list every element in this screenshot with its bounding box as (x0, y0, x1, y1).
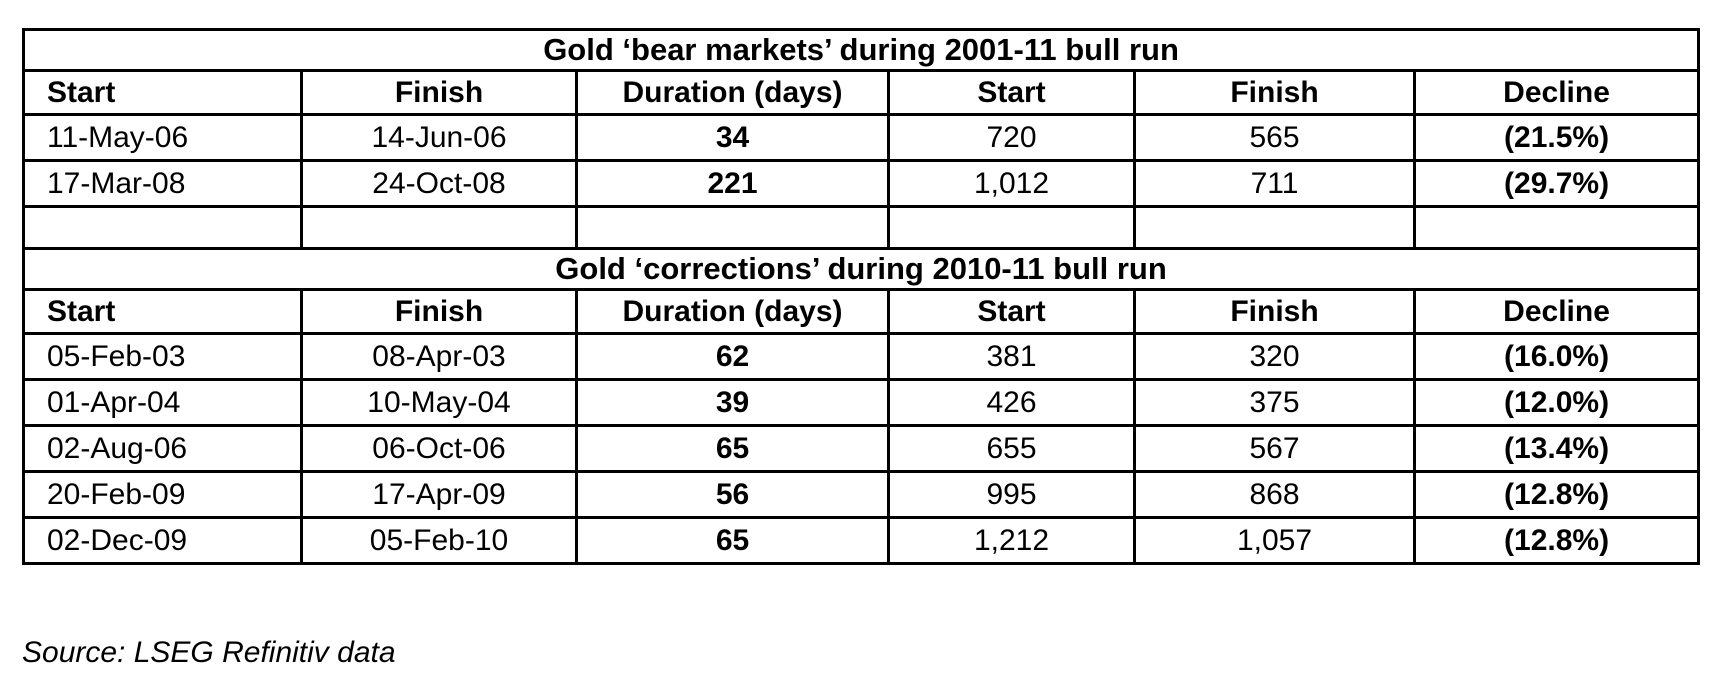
header-start-price: Start (887, 69, 1136, 116)
header-start-date: Start (22, 69, 303, 116)
cell-start-price: 1,012 (887, 159, 1136, 208)
table-row: 11-May-06 14-Jun-06 34 720 565 (21.5%) (22, 113, 1701, 162)
header-start-date: Start (22, 288, 303, 335)
cell-decline: (12.8%) (1412, 470, 1701, 519)
cell-finish-date: 10-May-04 (300, 378, 578, 427)
cell-finish-price: 320 (1133, 332, 1416, 381)
cell-start-price: 720 (887, 113, 1136, 162)
cell-finish-price: 567 (1133, 424, 1416, 473)
cell-decline: (12.0%) (1412, 378, 1701, 427)
header-finish-price: Finish (1133, 69, 1416, 116)
cell-finish-date: 24-Oct-08 (300, 159, 578, 208)
cell-duration: 39 (575, 378, 890, 427)
cell-finish-price: 375 (1133, 378, 1416, 427)
cell-start-price: 995 (887, 470, 1136, 519)
cell-decline: (13.4%) (1412, 424, 1701, 473)
table-row: Start Finish Duration (days) Start Finis… (22, 69, 1701, 116)
cell-start-price: 1,212 (887, 516, 1136, 565)
cell-start-price: 381 (887, 332, 1136, 381)
empty-cell (575, 205, 890, 250)
header-decline: Decline (1412, 69, 1701, 116)
gold-markets-table: Gold ‘bear markets’ during 2001-11 bull … (21, 28, 1701, 565)
table-row: 17-Mar-08 24-Oct-08 221 1,012 711 (29.7%… (22, 159, 1701, 208)
cell-finish-date: 08-Apr-03 (300, 332, 578, 381)
cell-decline: (16.0%) (1412, 332, 1701, 381)
cell-start-date: 02-Dec-09 (22, 516, 303, 565)
cell-start-price: 426 (887, 378, 1136, 427)
table-row: 20-Feb-09 17-Apr-09 56 995 868 (12.8%) (22, 470, 1701, 519)
cell-finish-date: 05-Feb-10 (300, 516, 578, 565)
cell-start-date: 05-Feb-03 (22, 332, 303, 381)
cell-finish-price: 1,057 (1133, 516, 1416, 565)
source-note: Source: LSEG Refinitiv data (22, 636, 396, 669)
table-row: 02-Dec-09 05-Feb-10 65 1,212 1,057 (12.8… (22, 516, 1701, 565)
cell-duration: 65 (575, 424, 890, 473)
cell-decline: (29.7%) (1412, 159, 1701, 208)
cell-start-date: 20-Feb-09 (22, 470, 303, 519)
cell-start-date: 02-Aug-06 (22, 424, 303, 473)
cell-decline: (12.8%) (1412, 516, 1701, 565)
header-finish-date: Finish (300, 288, 578, 335)
header-duration: Duration (days) (575, 288, 890, 335)
corrections-title: Gold ‘corrections’ during 2010-11 bull r… (21, 247, 1701, 291)
cell-finish-date: 14-Jun-06 (300, 113, 578, 162)
cell-duration: 65 (575, 516, 890, 565)
cell-finish-price: 711 (1133, 159, 1416, 208)
cell-start-price: 655 (887, 424, 1136, 473)
table-row: 05-Feb-03 08-Apr-03 62 381 320 (16.0%) (22, 332, 1701, 381)
header-finish-price: Finish (1133, 288, 1416, 335)
table-row: Gold ‘bear markets’ during 2001-11 bull … (21, 28, 1701, 72)
cell-start-date: 11-May-06 (22, 113, 303, 162)
cell-start-date: 17-Mar-08 (22, 159, 303, 208)
empty-cell (22, 205, 303, 250)
empty-cell (300, 205, 578, 250)
cell-finish-price: 565 (1133, 113, 1416, 162)
header-finish-date: Finish (300, 69, 578, 116)
cell-duration: 56 (575, 470, 890, 519)
cell-duration: 62 (575, 332, 890, 381)
cell-finish-price: 868 (1133, 470, 1416, 519)
table-row: Gold ‘corrections’ during 2010-11 bull r… (21, 247, 1701, 291)
header-start-price: Start (887, 288, 1136, 335)
cell-duration: 221 (575, 159, 890, 208)
empty-cell (1412, 205, 1701, 250)
cell-finish-date: 06-Oct-06 (300, 424, 578, 473)
bear-markets-title: Gold ‘bear markets’ during 2001-11 bull … (21, 28, 1701, 72)
table-row: 02-Aug-06 06-Oct-06 65 655 567 (13.4%) (22, 424, 1701, 473)
cell-decline: (21.5%) (1412, 113, 1701, 162)
header-decline: Decline (1412, 288, 1701, 335)
cell-finish-date: 17-Apr-09 (300, 470, 578, 519)
empty-row (22, 205, 1701, 250)
empty-cell (1133, 205, 1416, 250)
header-duration: Duration (days) (575, 69, 890, 116)
empty-cell (887, 205, 1136, 250)
cell-start-date: 01-Apr-04 (22, 378, 303, 427)
table-row: 01-Apr-04 10-May-04 39 426 375 (12.0%) (22, 378, 1701, 427)
cell-duration: 34 (575, 113, 890, 162)
table-row: Start Finish Duration (days) Start Finis… (22, 288, 1701, 335)
